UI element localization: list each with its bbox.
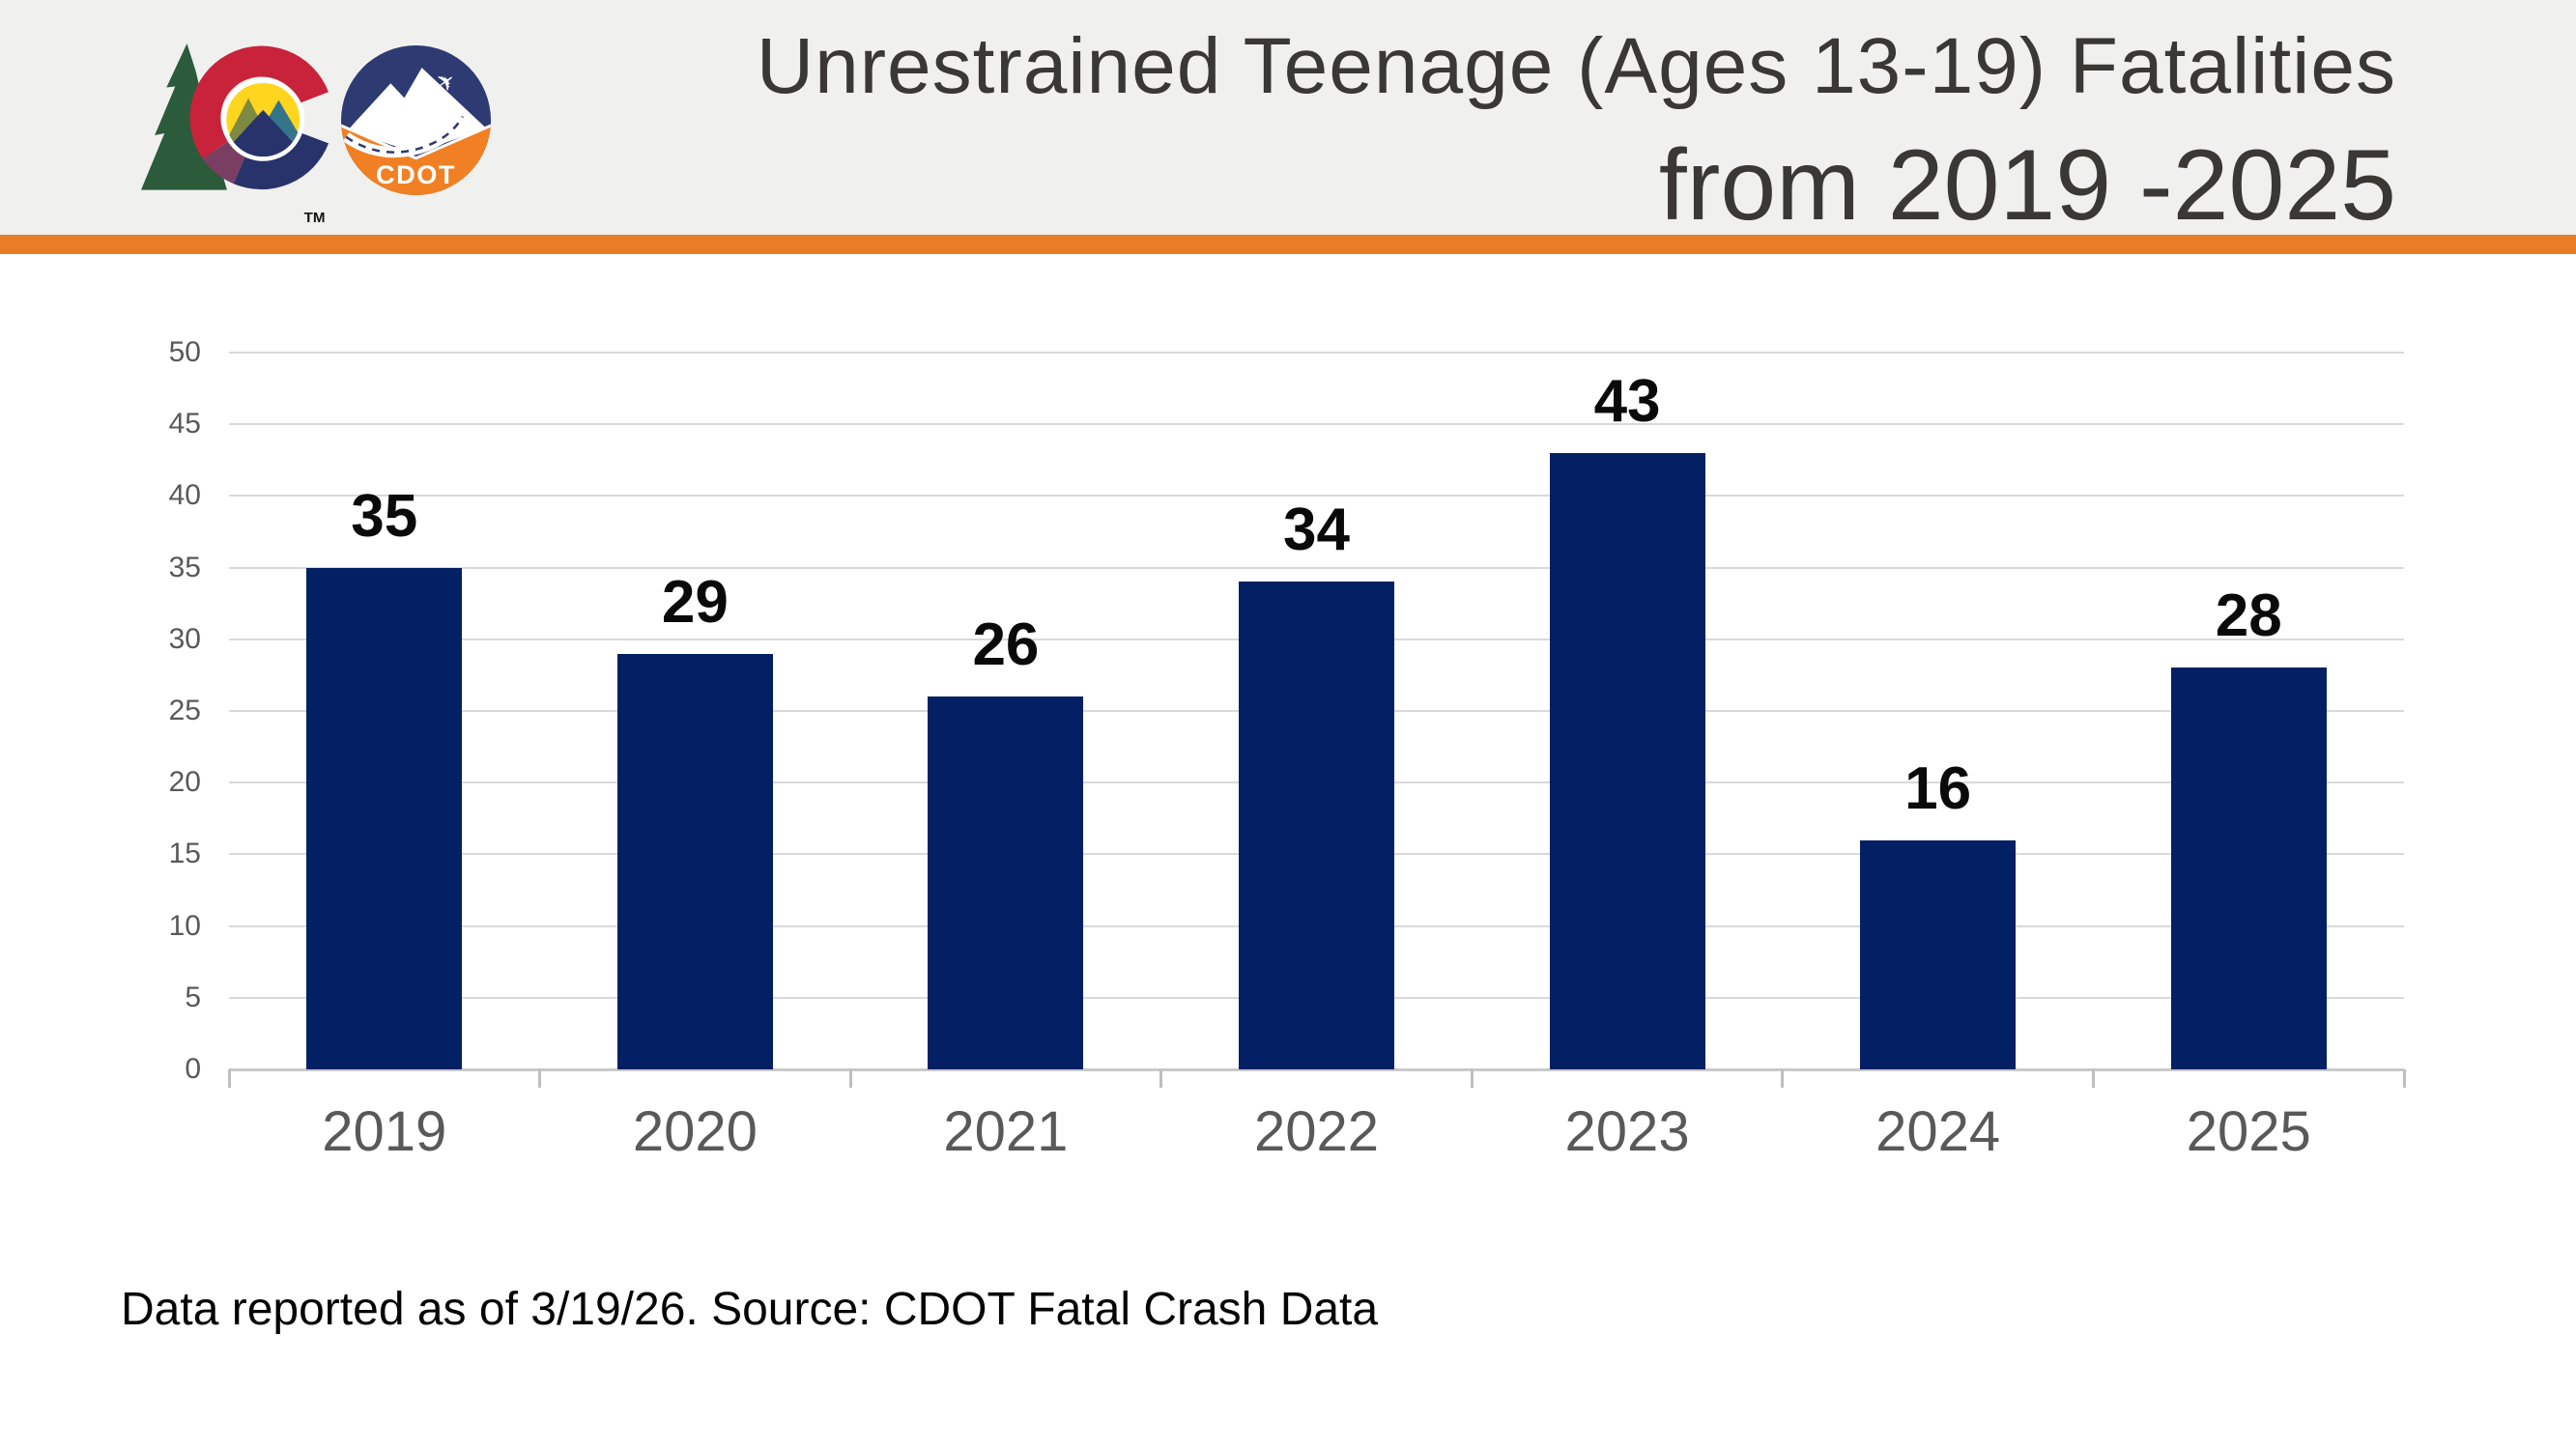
cdot-label: CDOT (376, 159, 456, 189)
x-axis-label-2022: 2022 (1253, 1100, 1379, 1163)
gridline-50 (229, 352, 2404, 354)
y-axis-label-5: 5 (185, 980, 201, 1013)
x-axis-tick (2091, 1069, 2095, 1088)
y-axis-label-0: 0 (185, 1053, 201, 1085)
cdot-logo: ✈ CDOT (341, 45, 491, 195)
bar-2021 (928, 696, 1084, 1069)
chevron-divider (341, 124, 491, 160)
x-axis-label-2021: 2021 (943, 1100, 1069, 1163)
source-note: Data reported as of 3/19/26. Source: CDO… (121, 1284, 1379, 1335)
x-axis-tick (1781, 1069, 1785, 1088)
x-axis-label-2020: 2020 (632, 1100, 758, 1163)
bar-value-label-2022: 34 (1283, 497, 1350, 564)
bar-2019 (306, 567, 463, 1069)
accent-bar (0, 235, 2576, 254)
bar-2025 (2170, 668, 2327, 1069)
y-axis-label-45: 45 (168, 408, 201, 440)
gridline-35 (229, 566, 2404, 569)
x-axis-tick (848, 1069, 852, 1088)
y-axis-label-20: 20 (168, 766, 201, 799)
x-axis-line (229, 1068, 2404, 1071)
colorado-c-icon (189, 45, 329, 190)
x-axis-tick (2402, 1069, 2406, 1088)
x-axis-tick (538, 1069, 542, 1088)
bar-value-label-2025: 28 (2215, 582, 2282, 650)
y-axis-label-15: 15 (168, 838, 201, 870)
header-band: TM ✈ CDOT Unrestrained Teenage (Ages 13-… (0, 0, 2576, 242)
x-axis-tick (227, 1069, 231, 1088)
x-axis-label-2024: 2024 (1875, 1100, 2001, 1163)
bar-2023 (1549, 452, 1705, 1069)
x-axis-label-2025: 2025 (2186, 1100, 2311, 1163)
mountains-icon (225, 98, 301, 157)
y-axis-label-25: 25 (168, 695, 201, 726)
x-axis-tick (1470, 1069, 1474, 1088)
title-line-1: Unrestrained Teenage (Ages 13-19) Fatali… (756, 22, 2396, 110)
bar-2024 (1860, 839, 2017, 1069)
bar-value-label-2023: 43 (1593, 367, 1661, 435)
x-axis-label-2019: 2019 (322, 1100, 447, 1163)
colorado-logo: TM (141, 43, 329, 226)
bar-2022 (1239, 582, 1394, 1069)
gridline-40 (229, 495, 2404, 497)
y-axis-label-40: 40 (168, 479, 201, 512)
y-axis-label-50: 50 (168, 336, 201, 368)
y-axis-label-30: 30 (168, 622, 201, 655)
trademark-text: TM (304, 210, 326, 226)
bar-value-label-2021: 26 (972, 611, 1040, 679)
x-axis-label-2023: 2023 (1564, 1100, 1690, 1163)
y-axis-label-10: 10 (168, 909, 201, 942)
gridline-45 (229, 423, 2404, 426)
bar-value-label-2024: 16 (1904, 754, 1972, 822)
bar-value-label-2020: 29 (661, 568, 729, 636)
road-dashes (345, 115, 464, 154)
x-axis-tick (1159, 1069, 1163, 1088)
y-axis-label-35: 35 (168, 551, 201, 583)
bar-2020 (616, 653, 773, 1069)
bar-value-label-2019: 35 (351, 482, 418, 550)
slide-title: Unrestrained Teenage (Ages 13-19) Fatali… (757, 10, 2396, 247)
title-line-2: from 2019 -2025 (1658, 129, 2396, 242)
